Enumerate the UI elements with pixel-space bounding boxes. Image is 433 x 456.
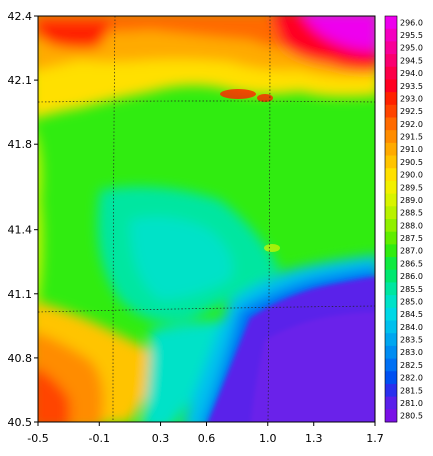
x-axis-ticks: -0.5 -0.1 0.3 0.6 1.0 1.3 1.7	[27, 422, 384, 445]
colorbar-label: 289.0	[400, 196, 423, 205]
colorbar-swatch	[385, 16, 397, 30]
colorbar-label: 286.5	[400, 259, 423, 268]
colorbar-label: 287.5	[400, 234, 423, 243]
x-tick-label: -0.5	[27, 432, 48, 445]
colorbar-swatch	[385, 168, 397, 182]
colorbar-swatch	[385, 257, 397, 271]
x-tick-label: 1.7	[366, 432, 384, 445]
colorbar-swatch	[385, 396, 397, 410]
colorbar-swatch	[385, 282, 397, 296]
colorbar-label: 283.5	[400, 336, 423, 345]
colorbar-swatch	[385, 345, 397, 359]
colorbar-swatch	[385, 155, 397, 169]
colorbar-label: 289.5	[400, 183, 423, 192]
colorbar-swatch	[385, 104, 397, 118]
colorbar-label: 288.5	[400, 209, 423, 218]
y-tick-label: 41.4	[8, 224, 33, 237]
colorbar-swatch	[385, 142, 397, 156]
colorbar-swatch	[385, 409, 397, 423]
y-tick-label: 40.8	[8, 352, 33, 365]
colorbar-swatch	[385, 371, 397, 385]
colorbar-label: 285.0	[400, 297, 423, 306]
x-tick-label: 0.6	[198, 432, 216, 445]
x-tick-label: 1.0	[259, 432, 277, 445]
colorbar-label: 291.0	[400, 145, 423, 154]
x-tick-label: 1.3	[305, 432, 323, 445]
colorbar-label: 284.0	[400, 323, 423, 332]
colorbar-label: 293.5	[400, 82, 423, 91]
colorbar-label: 296.0	[400, 18, 423, 27]
colorbar-label: 282.5	[400, 361, 423, 370]
colorbar-swatch	[385, 117, 397, 131]
colorbar-label: 292.5	[400, 107, 423, 116]
colorbar-label: 294.0	[400, 69, 423, 78]
y-tick-label: 41.8	[8, 138, 33, 151]
colorbar-label: 290.0	[400, 171, 423, 180]
colorbar-swatch	[385, 92, 397, 106]
y-tick-label: 41.1	[8, 288, 33, 301]
colorbar-label: 280.5	[400, 412, 423, 421]
colorbar-swatch	[385, 320, 397, 334]
colorbar-label: 295.5	[400, 31, 423, 40]
colorbar-swatch	[385, 66, 397, 80]
colorbar-label: 293.0	[400, 94, 423, 103]
x-tick-label: -0.1	[89, 432, 110, 445]
colorbar-label: 281.0	[400, 399, 423, 408]
colorbar-frame	[384, 15, 398, 423]
colorbar-swatch	[385, 295, 397, 309]
colorbar-swatch	[385, 206, 397, 220]
colorbar-label: 281.5	[400, 386, 423, 395]
colorbar-swatch	[385, 244, 397, 258]
y-tick-label: 40.5	[8, 416, 33, 429]
colorbar-label: 295.0	[400, 44, 423, 53]
y-tick-label: 42.1	[8, 74, 33, 87]
colorbar-swatch	[385, 358, 397, 372]
colorbar-legend: 296.0 295.5 295.0 294.5 294.0 293.5 293.0 292.5…	[384, 15, 423, 423]
colorbar-label: 285.5	[400, 285, 423, 294]
colorbar-swatch	[385, 219, 397, 233]
colorbar-swatch	[385, 79, 397, 93]
colorbar-swatch	[385, 180, 397, 195]
colorbar-label: 282.0	[400, 374, 423, 383]
graticule-lines	[38, 16, 375, 422]
colorbar-swatch	[385, 383, 397, 398]
colorbar-label: 290.5	[400, 158, 423, 167]
colorbar-label: 294.5	[400, 56, 423, 65]
colorbar-label: 283.0	[400, 348, 423, 357]
colorbar-label: 288.0	[400, 221, 423, 230]
colorbar-label: 291.5	[400, 133, 423, 142]
colorbar-label: 287.0	[400, 247, 423, 256]
y-tick-label: 42.4	[8, 10, 33, 23]
colorbar-label: 284.5	[400, 310, 423, 319]
colorbar-swatch	[385, 193, 397, 207]
colorbar-swatch	[385, 307, 397, 321]
colorbar-label: 286.0	[400, 272, 423, 281]
colorbar-swatch	[385, 41, 397, 55]
colorbar-swatch	[385, 54, 397, 68]
temperature-field	[38, 16, 375, 422]
colorbar-label: 292.0	[400, 120, 423, 129]
colorbar-swatch	[385, 231, 397, 245]
y-axis-ticks: 42.4 42.1 41.8 41.4 41.1 40.8 40.5	[8, 10, 38, 429]
x-tick-label: 0.3	[152, 432, 170, 445]
colorbar-swatch	[385, 269, 397, 283]
colorbar-swatch	[385, 28, 397, 42]
colorbar-swatch	[385, 333, 397, 347]
colorbar-swatch	[385, 130, 397, 144]
